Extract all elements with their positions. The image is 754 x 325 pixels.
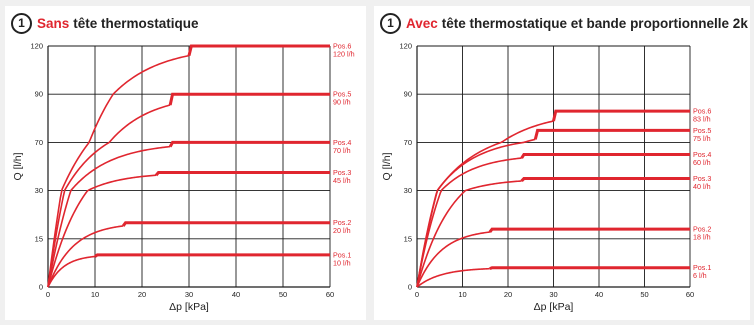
- x-axis-title: Δp [kPa]: [534, 301, 574, 313]
- number-badge: 1: [11, 12, 32, 34]
- series-label-name: Pos.3: [333, 168, 351, 177]
- series-curve-pos3: [416, 180, 522, 288]
- series-plateau-pos2: [488, 227, 690, 233]
- x-tick-label: 50: [640, 290, 648, 299]
- series-label-name: Pos.5: [333, 90, 351, 99]
- y-tick-label: 30: [404, 186, 412, 195]
- x-tick-label: 0: [415, 290, 419, 299]
- x-tick-label: 60: [686, 290, 694, 299]
- series-plateau-pos6: [187, 44, 330, 56]
- flow-chart-with-thermostatic-head: 0 10 20 30 40 50 60 0 15 30 70 90 120 Δp [kPa] Q [l/h]…: [381, 42, 711, 314]
- x-tick-label: 0: [46, 290, 50, 299]
- y-tick-label: 0: [408, 283, 412, 292]
- series-label-name: Pos.1: [693, 263, 711, 272]
- series-label-flow: 70 l/h: [333, 146, 351, 155]
- series-curve-pos6: [416, 120, 554, 288]
- series-curve-pos4: [47, 145, 171, 288]
- series-plateau-pos2: [121, 221, 330, 227]
- series-curve-pos2: [416, 231, 490, 288]
- series-label-name: Pos.2: [333, 218, 351, 227]
- series-label-flow: 83 l/h: [693, 115, 711, 124]
- series-plateau-pos3: [154, 171, 330, 177]
- series-label-flow: 10 l/h: [333, 258, 351, 267]
- y-axis-title: Q [l/h]: [381, 152, 393, 180]
- series-label-name: Pos.6: [333, 42, 351, 51]
- chart-panel-without-thermostatic-head: 1 Sans tête thermostatique 0 10 20 30 40 50 60…: [5, 6, 366, 320]
- series-plateau-pos5: [533, 128, 690, 140]
- x-tick-label: 50: [279, 290, 287, 299]
- series-plateau-pos1: [94, 253, 330, 258]
- series-curve-pos6: [47, 54, 190, 288]
- chart-title: 1 Avec tête thermostatique et bande prop…: [380, 11, 748, 35]
- y-tick-label: 90: [404, 90, 412, 99]
- x-axis-title: Δp [kPa]: [169, 301, 209, 313]
- y-axis-title: Q [l/h]: [12, 152, 24, 180]
- series-curve-pos5: [47, 104, 171, 288]
- series-curve-pos1: [416, 267, 490, 288]
- series-label-flow: 120 l/h: [333, 50, 355, 59]
- x-tick-label: 20: [504, 290, 512, 299]
- x-tick-label: 40: [232, 290, 240, 299]
- series-label-name: Pos.4: [693, 150, 711, 159]
- series-label-flow: 75 l/h: [693, 134, 711, 143]
- x-tick-label: 10: [91, 290, 99, 299]
- y-tick-label: 120: [30, 42, 43, 51]
- y-tick-label: 15: [35, 234, 43, 243]
- chart-title: 1 Sans tête thermostatique: [11, 11, 199, 35]
- x-tick-label: 30: [549, 290, 557, 299]
- series-label-flow: 40 l/h: [693, 182, 711, 191]
- x-tick-label: 30: [185, 290, 193, 299]
- series-label-flow: 60 l/h: [693, 158, 711, 167]
- series-curve-pos5: [416, 138, 536, 288]
- flow-chart-without-thermostatic-head: 0 10 20 30 40 50 60 0 15 30 70 90 120 Δp [kPa] Q [l/h]…: [12, 42, 355, 314]
- series-curve-pos4: [416, 157, 522, 288]
- x-tick-label: 60: [326, 290, 334, 299]
- x-tick-label: 10: [458, 290, 466, 299]
- chart-title-rest: tête thermostatique et bande proportionn…: [441, 15, 748, 31]
- series-plateau-pos3: [520, 177, 690, 182]
- y-tick-label: 15: [404, 234, 412, 243]
- y-tick-label: 90: [35, 90, 43, 99]
- x-tick-label: 20: [138, 290, 146, 299]
- series-label-name: Pos.2: [693, 225, 711, 234]
- series-curve-pos2: [47, 225, 124, 288]
- series-plateau-pos1: [489, 266, 690, 271]
- series-label-name: Pos.3: [693, 174, 711, 183]
- y-tick-label: 120: [399, 42, 412, 51]
- series-label-flow: 90 l/h: [333, 98, 351, 107]
- number-badge: 1: [380, 12, 401, 34]
- x-tick-label: 40: [595, 290, 603, 299]
- y-tick-label: 70: [404, 138, 412, 147]
- y-tick-label: 0: [39, 283, 43, 292]
- series-label-name: Pos.1: [333, 250, 351, 259]
- chart-panel-with-thermostatic-head: 1 Avec tête thermostatique et bande prop…: [374, 6, 750, 320]
- y-tick-label: 30: [35, 186, 43, 195]
- series-label-name: Pos.6: [693, 107, 711, 116]
- series-label-name: Pos.5: [693, 126, 711, 135]
- series-label-name: Pos.4: [333, 138, 351, 147]
- y-tick-label: 70: [35, 138, 43, 147]
- series-label-flow: 45 l/h: [333, 176, 351, 185]
- series-curve-pos1: [47, 255, 96, 288]
- chart-title-emphasis: Avec: [406, 15, 438, 31]
- series-curve-pos3: [47, 174, 157, 288]
- chart-title-emphasis: Sans: [37, 15, 70, 31]
- series-plateau-pos6: [552, 109, 690, 122]
- series-label-flow: 18 l/h: [693, 233, 711, 242]
- series-plateau-pos4: [168, 140, 330, 148]
- series-plateau-pos4: [520, 152, 690, 159]
- chart-title-rest: tête thermostatique: [73, 15, 199, 31]
- series-plateau-pos5: [168, 92, 330, 106]
- series-label-flow: 20 l/h: [333, 226, 351, 235]
- series-label-flow: 6 l/h: [693, 271, 707, 280]
